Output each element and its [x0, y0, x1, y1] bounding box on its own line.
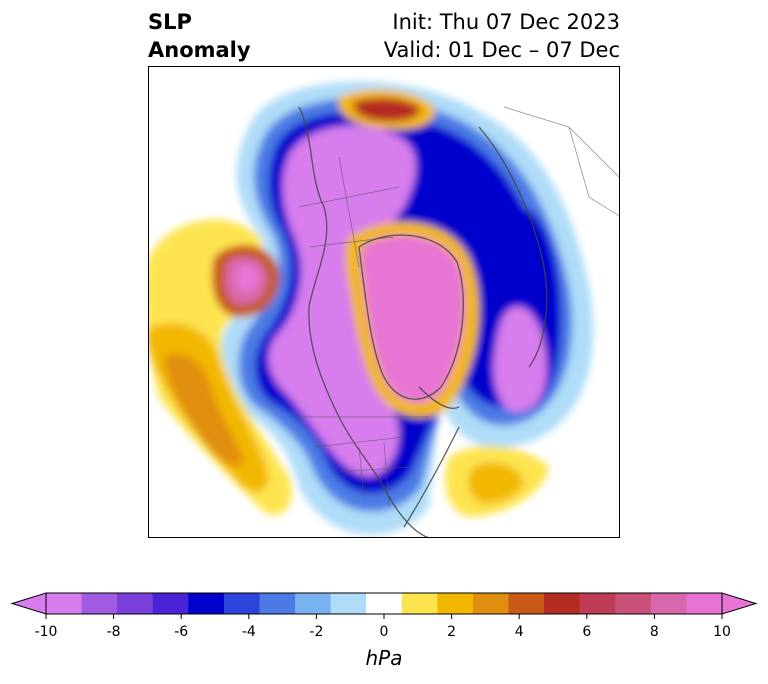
- colorbar-segment: [544, 593, 581, 614]
- colorbar-segment: [472, 593, 510, 614]
- atlantic-negative-core: [493, 306, 547, 412]
- anomaly-map: [148, 66, 620, 538]
- colorbar-svg: [10, 592, 758, 619]
- coastlines: [298, 106, 548, 537]
- hudson-bay-positive-core: [353, 97, 421, 122]
- colorbar-tick-label: 4: [514, 624, 524, 640]
- colorbar-segment: [46, 593, 83, 614]
- colorbar-segment: [686, 593, 723, 614]
- colorbar-segment: [152, 593, 189, 614]
- map-title: SLP Anomaly: [148, 8, 251, 64]
- map-dates: Init: Thu 07 Dec 2023 Valid: 01 Dec – 07…: [384, 8, 620, 64]
- colorbar: -10 -8 -6 -4 -2 0 2 4 6 8 10 hPa: [0, 580, 768, 680]
- colorbar-segment: [259, 593, 296, 614]
- colorbar-min-arrow: [10, 592, 47, 615]
- colorbar-segment: [437, 593, 474, 614]
- colorbar-tick-label: -10: [34, 624, 58, 640]
- colorbar-segment: [366, 593, 403, 614]
- colorbar-segment: [330, 593, 367, 614]
- colorbar-segment: [615, 593, 652, 614]
- colorbar-tick-label: 10: [713, 624, 731, 640]
- colorbar-segment: [508, 593, 545, 614]
- colorbar-tick-label: 6: [582, 624, 592, 640]
- colorbar-tick-label: -8: [106, 624, 121, 640]
- atlantic-positive-core: [467, 462, 524, 504]
- colorbar-tick-label: -2: [309, 624, 324, 640]
- title-type: Anomaly: [148, 38, 251, 62]
- political-borders: [298, 106, 619, 508]
- greenland-positive-core: [360, 235, 465, 403]
- colorbar-tick-label: -4: [241, 624, 256, 640]
- colorbar-segment: [81, 593, 118, 614]
- colorbar-segment: [401, 593, 438, 614]
- colorbar-segment: [188, 593, 225, 614]
- colorbar-segment: [295, 593, 332, 614]
- colorbar-segment: [579, 593, 616, 614]
- colorbar-tick-label: 8: [649, 624, 659, 640]
- colorbar-max-arrow: [721, 592, 758, 615]
- valid-range: Valid: 01 Dec – 07 Dec: [383, 38, 620, 62]
- colorbar-segment: [223, 593, 260, 614]
- init-date: Init: Thu 07 Dec 2023: [392, 10, 620, 34]
- colorbar-unit: hPa: [365, 646, 403, 670]
- colorbar-segment: [117, 593, 154, 614]
- colorbar-segment: [650, 593, 687, 614]
- pacific-positive-core: [164, 353, 244, 466]
- colorbar-tick-label: -6: [174, 624, 189, 640]
- title-variable: SLP: [148, 10, 192, 34]
- colorbar-tick-label: 0: [379, 624, 389, 640]
- colorbar-tick-label: 2: [447, 624, 457, 640]
- anomaly-map-svg: [149, 81, 619, 537]
- alaska-positive-center: [235, 264, 260, 292]
